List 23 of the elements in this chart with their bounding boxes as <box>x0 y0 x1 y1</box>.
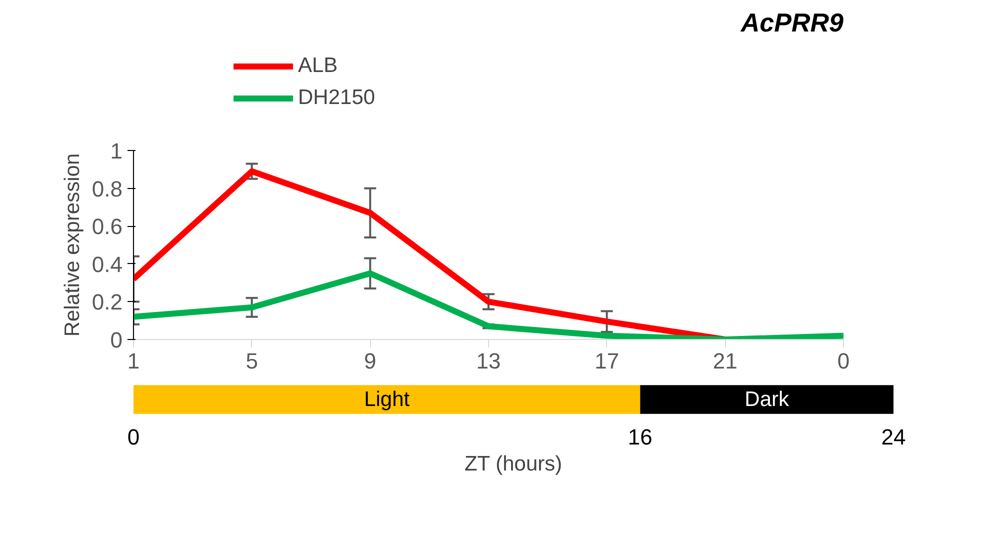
y-tick-label: 0.8 <box>92 176 123 202</box>
y-tick-label: 0.2 <box>92 290 123 315</box>
legend-label: DH2150 <box>298 86 376 110</box>
x-tick-label: 9 <box>364 348 376 374</box>
x-tick-label: 21 <box>712 348 738 374</box>
x-tick-label: 0 <box>837 348 850 374</box>
x-tick-label: 24 <box>881 424 906 450</box>
y-tick-label: 0.6 <box>92 214 123 240</box>
x-tick-label: 0 <box>127 424 140 450</box>
x-axis-title: ZT (hours) <box>464 452 562 476</box>
series-label: Dark <box>744 388 790 411</box>
y-tick-label: 0.4 <box>92 252 123 277</box>
y-tick-label: 0 <box>110 328 123 352</box>
x-tick-label: 13 <box>476 348 501 374</box>
legend-label: ALB <box>298 54 338 78</box>
x-tick-label: 1 <box>127 348 140 374</box>
x-tick-label: 5 <box>246 348 258 374</box>
y-axis-title: Relative expression <box>60 153 84 337</box>
y-tick-label: 1 <box>110 138 123 164</box>
x-tick-label: 17 <box>594 348 620 374</box>
x-tick-label: 16 <box>628 424 652 450</box>
series-label: Light <box>364 388 410 411</box>
chart-title: AcPRR9 <box>740 8 844 38</box>
